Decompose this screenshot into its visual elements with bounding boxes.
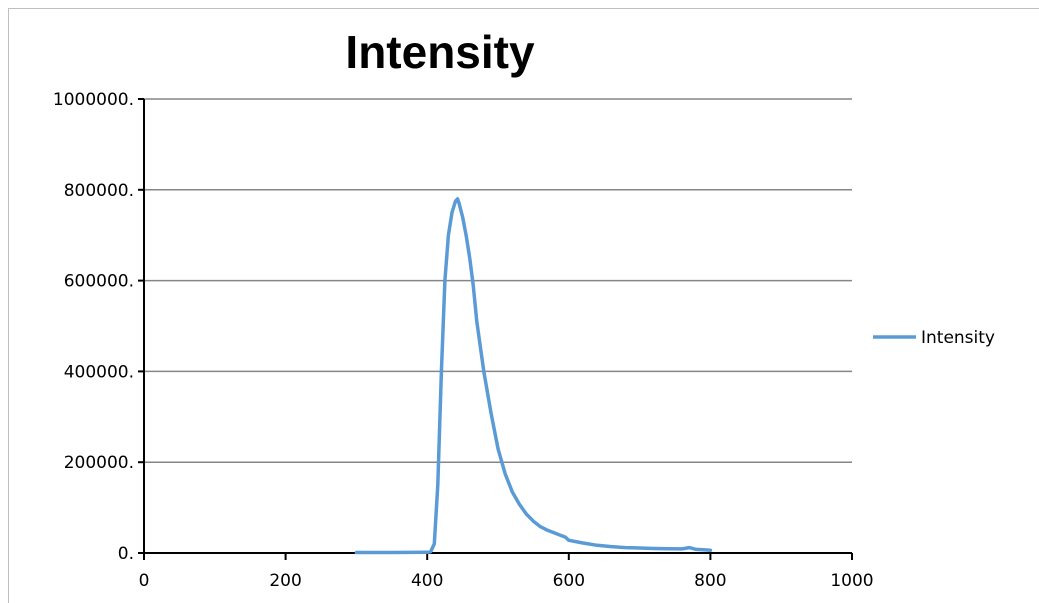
x-tick-label: 800	[694, 571, 726, 591]
grid-lines	[144, 98, 852, 463]
chart-frame	[8, 8, 1039, 603]
series-line-intensity	[354, 197, 713, 555]
y-tick-label: 800000.	[64, 181, 134, 201]
x-tick-label: 1000	[830, 571, 873, 591]
y-tick-label: 1000000.	[53, 90, 134, 110]
chart-title: Intensity	[345, 26, 535, 78]
axes	[138, 98, 853, 560]
x-tick-label: 200	[269, 571, 301, 591]
x-tick-label: 0	[139, 571, 150, 591]
y-tick-label: 0.	[118, 544, 134, 564]
y-tick-label: 600000.	[64, 272, 134, 292]
series-layer	[354, 197, 713, 555]
legend: Intensity	[873, 328, 995, 348]
y-tick-label: 200000.	[64, 453, 134, 473]
legend-label: Intensity	[921, 328, 995, 348]
x-tick-label: 600	[553, 571, 585, 591]
y-tick-label: 400000.	[64, 362, 134, 382]
x-tick-label: 400	[411, 571, 443, 591]
tick-labels: 0. 200000. 400000. 600000. 800000. 1000000. 0 2…	[53, 90, 874, 591]
